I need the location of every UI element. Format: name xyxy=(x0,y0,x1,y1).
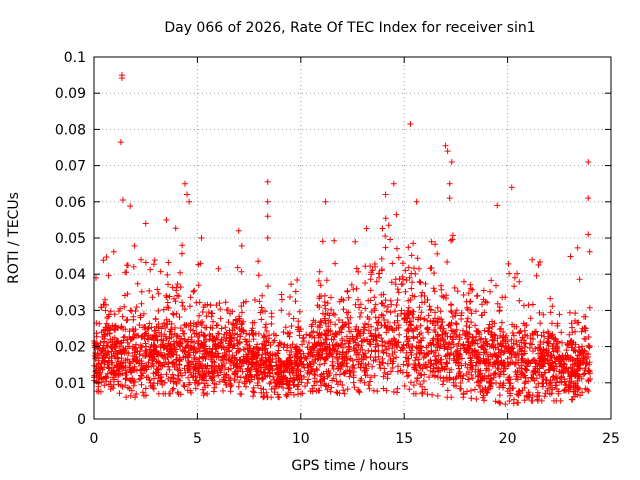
roti-outlier-point xyxy=(407,120,414,127)
roti-outlier-point xyxy=(264,178,271,185)
roti-outlier-point xyxy=(142,220,149,227)
x-tick-label: 25 xyxy=(602,431,620,447)
roti-outlier-point xyxy=(119,196,126,203)
roti-outlier-point xyxy=(264,235,271,241)
roti-outlier-point xyxy=(163,216,170,223)
roti-point-cloud xyxy=(91,211,594,408)
y-tick-label: 0.04 xyxy=(55,267,86,283)
y-tick-label: 0.02 xyxy=(55,340,86,356)
y-axis-ticks: 0 0.01 0.02 0.03 0.04 0.05 0.06 0.07 0.08 0.09 0.1 xyxy=(55,50,611,428)
roti-outlier-point xyxy=(442,142,449,149)
chart-title: Day 066 of 2026, Rate Of TEC Index for r… xyxy=(164,20,535,36)
roti-outlier-point xyxy=(264,213,271,220)
roti-outlier-point xyxy=(382,191,389,198)
roti-outlier-point xyxy=(264,198,271,205)
x-tick-label: 0 xyxy=(90,431,99,447)
roti-outlier-point xyxy=(117,139,124,146)
roti-outlier-point xyxy=(585,158,592,165)
roti-outlier-point xyxy=(127,203,134,210)
roti-outlier-point xyxy=(390,180,397,187)
roti-outlier-point xyxy=(585,195,592,202)
x-tick-label: 20 xyxy=(499,431,517,447)
roti-outlier-point xyxy=(494,202,501,209)
y-tick-label: 0.05 xyxy=(55,231,86,247)
roti-outlier-point xyxy=(446,195,453,202)
y-tick-label: 0.06 xyxy=(55,195,86,211)
x-tick-label: 15 xyxy=(395,431,413,447)
roti-outlier-point xyxy=(585,231,592,238)
data-points xyxy=(91,72,594,408)
roti-outlier-point xyxy=(235,227,242,234)
roti-outlier-point xyxy=(446,180,453,187)
y-tick-label: 0.1 xyxy=(64,50,86,66)
y-tick-label: 0.03 xyxy=(55,303,86,319)
roti-outlier-point xyxy=(448,158,455,165)
y-axis-label: ROTI / TECUs xyxy=(6,192,22,284)
x-axis-ticks: 0 5 10 15 20 25 xyxy=(90,57,620,447)
roti-outlier-point xyxy=(322,198,329,205)
roti-outlier-point xyxy=(186,198,193,205)
roti-outlier-point xyxy=(184,191,191,198)
x-axis-label: GPS time / hours xyxy=(291,458,408,474)
roti-outlier-point xyxy=(198,235,205,241)
roti-outlier-point xyxy=(181,180,188,187)
roti-outlier-point xyxy=(118,74,125,81)
x-tick-label: 5 xyxy=(193,431,202,447)
y-tick-label: 0.08 xyxy=(55,122,86,138)
y-tick-label: 0.07 xyxy=(55,159,86,175)
y-tick-label: 0 xyxy=(77,412,86,428)
y-tick-label: 0.01 xyxy=(55,376,86,392)
roti-outlier-point xyxy=(508,184,515,191)
roti-outlier-point xyxy=(444,148,451,155)
y-tick-label: 0.09 xyxy=(55,86,86,102)
roti-outlier-point xyxy=(413,198,420,205)
x-tick-label: 10 xyxy=(292,431,310,447)
grid-lines xyxy=(94,57,611,419)
